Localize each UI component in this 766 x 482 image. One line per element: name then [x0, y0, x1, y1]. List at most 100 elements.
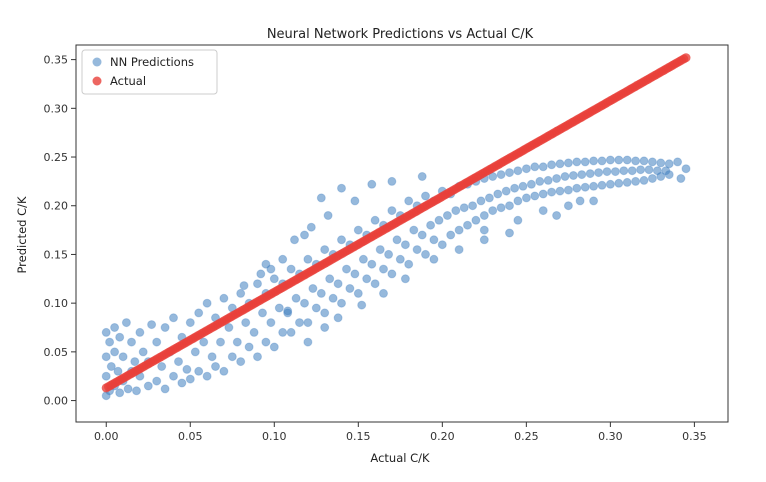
- data-point-nn-prediction: [207, 352, 217, 362]
- data-point-nn-prediction: [316, 288, 326, 298]
- data-point-nn-prediction: [370, 215, 380, 225]
- data-point-nn-prediction: [353, 288, 363, 298]
- data-point-nn-prediction: [471, 215, 481, 225]
- data-point-nn-prediction: [278, 327, 288, 337]
- data-point-nn-prediction: [400, 274, 410, 284]
- data-point-nn-prediction: [216, 337, 225, 347]
- data-point-nn-prediction: [454, 245, 464, 255]
- data-point-nn-prediction: [535, 176, 545, 186]
- data-point-nn-prediction: [639, 175, 649, 185]
- data-point-nn-prediction: [232, 337, 242, 347]
- data-point-nn-prediction: [543, 175, 553, 185]
- data-point-nn-prediction: [241, 318, 251, 328]
- data-point-nn-prediction: [639, 156, 649, 166]
- data-point-nn-prediction: [530, 162, 540, 172]
- data-point-nn-prediction: [130, 357, 140, 367]
- data-point-nn-prediction: [555, 186, 565, 196]
- data-point-nn-prediction: [350, 269, 360, 279]
- data-point-nn-prediction: [286, 327, 296, 337]
- data-point-nn-prediction: [530, 191, 540, 201]
- data-point-nn-prediction: [308, 284, 318, 293]
- data-point-nn-prediction: [101, 352, 111, 362]
- data-point-nn-prediction: [236, 357, 246, 367]
- data-point-nn-prediction: [202, 371, 212, 381]
- data-point-nn-prediction: [552, 211, 562, 220]
- data-point-nn-prediction: [274, 303, 284, 313]
- data-point-nn-prediction: [342, 264, 351, 274]
- data-point-nn-prediction: [320, 323, 330, 332]
- data-point-nn-prediction: [177, 378, 187, 388]
- data-point-nn-prediction: [219, 293, 229, 303]
- data-point-nn-prediction: [387, 269, 397, 279]
- data-point-nn-prediction: [333, 279, 343, 289]
- data-point-nn-prediction: [261, 259, 271, 269]
- data-point-nn-prediction: [211, 362, 220, 371]
- data-point-nn-prediction: [404, 259, 414, 269]
- data-point-nn-prediction: [320, 308, 330, 318]
- data-point-nn-prediction: [185, 318, 195, 328]
- data-point-nn-prediction: [594, 168, 604, 178]
- x-tick-label: 0.10: [262, 430, 287, 443]
- data-point-nn-prediction: [370, 279, 380, 289]
- data-point-nn-prediction: [101, 371, 111, 381]
- data-point-nn-prediction: [337, 298, 346, 308]
- data-point-nn-prediction: [589, 196, 599, 206]
- data-point-nn-prediction: [118, 352, 128, 362]
- data-point-nn-prediction: [412, 245, 422, 255]
- data-point-nn-prediction: [219, 366, 229, 376]
- data-point-nn-prediction: [538, 162, 548, 172]
- data-point-nn-prediction: [631, 156, 641, 166]
- data-point-nn-prediction: [622, 177, 632, 187]
- data-point-nn-prediction: [597, 156, 607, 166]
- legend-marker-nn-predictions: [92, 57, 102, 67]
- data-point-nn-prediction: [619, 166, 629, 176]
- legend-box: [81, 49, 218, 95]
- plot-area: [101, 53, 691, 401]
- axes-frame: [75, 44, 729, 423]
- data-point-nn-prediction: [400, 240, 410, 250]
- data-point-nn-prediction: [501, 186, 511, 196]
- data-point-nn-prediction: [496, 170, 506, 180]
- data-point-nn-prediction: [337, 235, 346, 245]
- data-point-nn-prediction: [143, 381, 153, 391]
- data-point-nn-prediction: [496, 203, 506, 213]
- data-point-nn-prediction: [185, 374, 195, 384]
- data-point-nn-prediction: [521, 193, 531, 203]
- data-point-nn-prediction: [580, 157, 590, 167]
- data-point-nn-prediction: [300, 298, 309, 308]
- data-point-nn-prediction: [300, 230, 309, 240]
- y-tick-label: 0.00: [44, 395, 69, 408]
- x-tick-label: 0.00: [94, 430, 119, 443]
- legend-label-actual: Actual: [110, 74, 146, 88]
- data-point-nn-prediction: [345, 284, 355, 293]
- data-point-nn-prediction: [580, 182, 590, 192]
- data-point-nn-prediction: [127, 337, 136, 347]
- data-point-nn-prediction: [249, 327, 259, 337]
- data-point-nn-prediction: [269, 342, 279, 352]
- data-point-nn-prediction: [261, 337, 271, 347]
- data-point-nn-prediction: [429, 254, 439, 264]
- data-point-nn-prediction: [488, 206, 498, 216]
- data-point-nn-prediction: [463, 220, 472, 230]
- legend-label-nn-predictions: NN Predictions: [110, 55, 194, 69]
- y-tick-label: 0.10: [44, 297, 69, 310]
- data-point-nn-prediction: [538, 189, 548, 199]
- data-point-nn-prediction: [636, 165, 646, 175]
- data-point-nn-prediction: [110, 323, 120, 332]
- data-point-nn-prediction: [350, 196, 360, 206]
- data-point-nn-prediction: [283, 306, 293, 316]
- data-point-nn-prediction: [479, 225, 489, 235]
- data-point-nn-prediction: [426, 220, 436, 230]
- x-tick-label: 0.30: [598, 430, 623, 443]
- y-tick-label: 0.35: [44, 54, 69, 67]
- data-point-nn-prediction: [202, 298, 212, 308]
- data-point-nn-prediction: [333, 313, 343, 323]
- data-point-nn-prediction: [278, 254, 288, 264]
- data-point-actual: [681, 53, 691, 63]
- data-point-nn-prediction: [362, 274, 372, 284]
- data-point-nn-prediction: [547, 187, 557, 197]
- data-point-nn-prediction: [379, 288, 388, 298]
- data-point-nn-prediction: [244, 342, 254, 352]
- data-point-nn-prediction: [417, 172, 427, 181]
- y-tick-label: 0.25: [44, 151, 69, 164]
